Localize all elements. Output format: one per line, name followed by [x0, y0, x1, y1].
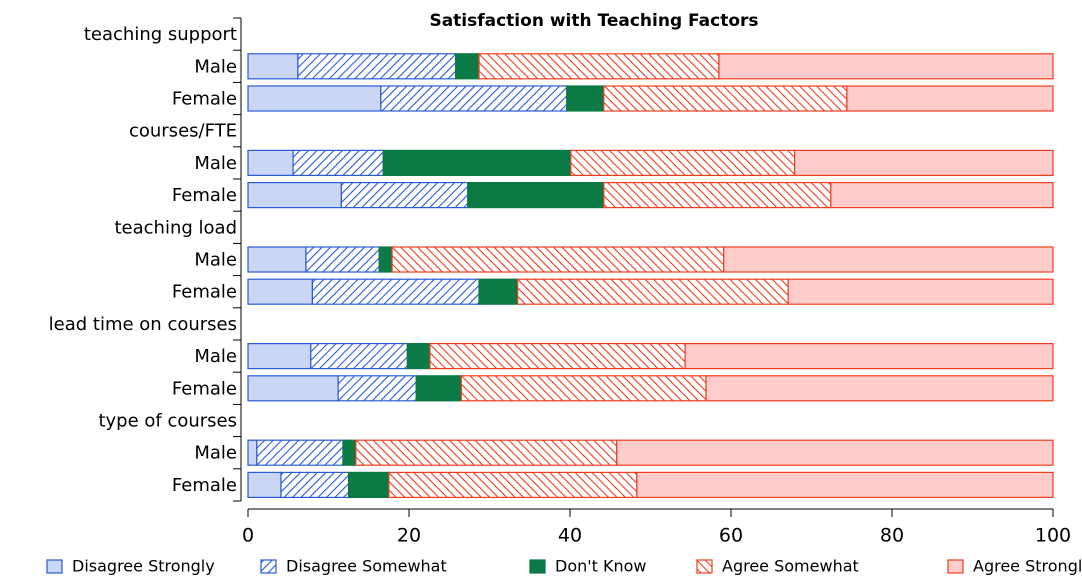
- bar-segment: [391, 246, 725, 273]
- bar-segment: [340, 182, 469, 209]
- y-tick-label: lead time on courses: [49, 314, 237, 335]
- bar-segment: [636, 471, 1054, 498]
- y-tick-label: Male: [194, 443, 237, 464]
- legend-swatch: [260, 559, 277, 574]
- bar-segment: [292, 149, 384, 176]
- bar-segment: [247, 53, 299, 80]
- bar-segment: [380, 85, 568, 112]
- bar-segment: [570, 149, 796, 176]
- bar-segment: [478, 53, 720, 80]
- bar-segment: [247, 343, 312, 370]
- bar-segment: [247, 278, 314, 305]
- bar-segment: [247, 182, 342, 209]
- bar-segment: [342, 439, 357, 466]
- legend-swatch: [529, 559, 546, 574]
- bar-segment: [247, 85, 382, 112]
- bar-segment: [415, 375, 462, 402]
- y-tick-label: Male: [194, 250, 237, 271]
- bar-segment: [566, 85, 605, 112]
- y-tick-label: Female: [172, 89, 237, 110]
- bar-segment: [247, 439, 258, 466]
- bar-segment: [830, 182, 1054, 209]
- chart-title: Satisfaction with Teaching Factors: [429, 11, 758, 31]
- bar-segment: [603, 85, 848, 112]
- bar-segment: [460, 375, 707, 402]
- bar-segment: [616, 439, 1054, 466]
- bar-segment: [311, 278, 480, 305]
- bar-segment: [247, 246, 307, 273]
- bar-segment: [846, 85, 1054, 112]
- bar-segment: [247, 471, 282, 498]
- bar-segment: [382, 149, 572, 176]
- y-tick-label: type of courses: [98, 411, 237, 432]
- legend-swatch: [46, 559, 63, 574]
- x-tick-label: 40: [558, 525, 582, 547]
- bar-segment: [429, 343, 686, 370]
- bar-segment: [455, 53, 480, 80]
- x-tick-label: 100: [1035, 525, 1071, 547]
- y-tick-label: Female: [172, 475, 237, 496]
- y-tick-label: Female: [172, 185, 237, 206]
- bar-segment: [787, 278, 1054, 305]
- legend-label: Agree Strongly: [973, 557, 1082, 576]
- x-tick-label: 20: [397, 525, 421, 547]
- bar-segment: [355, 439, 618, 466]
- y-tick-label: courses/FTE: [129, 121, 237, 142]
- y-tick-label: Male: [194, 153, 237, 174]
- bar-segment: [705, 375, 1054, 402]
- bar-segment: [723, 246, 1054, 273]
- bar-segment: [478, 278, 519, 305]
- bar-segment: [348, 471, 390, 498]
- bar-segment: [280, 471, 350, 498]
- bar-segment: [310, 343, 408, 370]
- bar-segment: [256, 439, 344, 466]
- legend-label: Disagree Somewhat: [286, 557, 447, 576]
- y-tick-label: teaching support: [84, 24, 237, 45]
- y-tick-label: Male: [194, 56, 237, 77]
- y-tick-label: Male: [194, 346, 237, 367]
- bar-segment: [297, 53, 457, 80]
- bar-segment: [305, 246, 380, 273]
- bar-segment: [388, 471, 638, 498]
- y-tick-label: Female: [172, 282, 237, 303]
- x-tick-label: 0: [242, 525, 254, 547]
- bar-segment: [247, 149, 294, 176]
- legend-label: Agree Somewhat: [722, 557, 859, 576]
- bar-segment: [718, 53, 1054, 80]
- x-tick-label: 80: [880, 525, 904, 547]
- legend-swatch: [947, 559, 964, 574]
- y-tick-label: Female: [172, 378, 237, 399]
- bar-segment: [467, 182, 605, 209]
- bar-segment: [406, 343, 431, 370]
- legend-swatch: [696, 559, 713, 574]
- y-tick-label: teaching load: [115, 217, 238, 238]
- bar-segment: [337, 375, 417, 402]
- bar-segment: [793, 149, 1054, 176]
- bar-segment: [684, 343, 1054, 370]
- bar-segment: [517, 278, 789, 305]
- legend-label: Don't Know: [555, 557, 647, 576]
- bar-segment: [603, 182, 832, 209]
- bar-segment: [378, 246, 393, 273]
- legend-label: Disagree Strongly: [72, 557, 215, 576]
- x-tick-label: 60: [719, 525, 743, 547]
- bar-segment: [247, 375, 339, 402]
